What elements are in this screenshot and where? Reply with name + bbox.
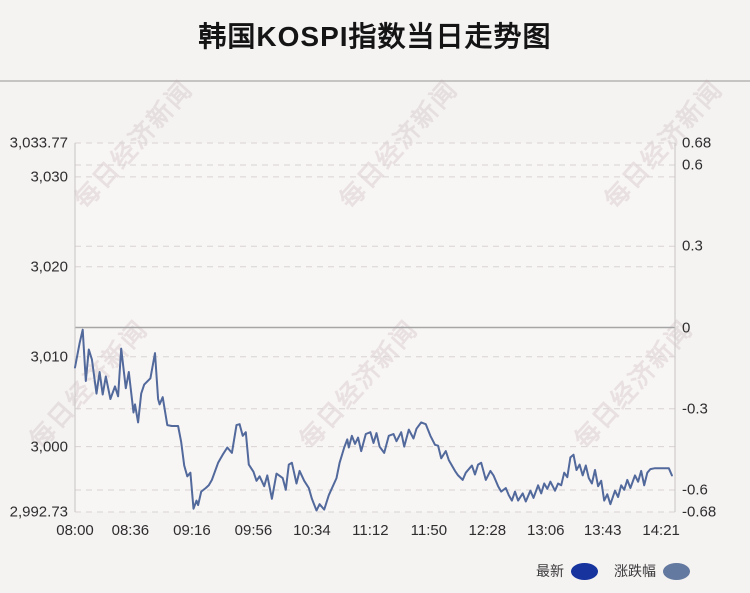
legend-label-change-pct: 涨跌幅 xyxy=(614,563,656,579)
page-title: 韩国KOSPI指数当日走势图 xyxy=(198,21,552,52)
legend-item-change-pct[interactable]: 涨跌幅 xyxy=(614,561,690,581)
legend-item-latest[interactable]: 最新 xyxy=(536,561,598,581)
change-pct-series-marker-icon xyxy=(663,562,690,580)
legend-label-latest: 最新 xyxy=(536,563,564,579)
latest-series-marker-icon xyxy=(571,562,598,580)
chart-legend: 最新 涨跌幅 xyxy=(536,561,690,581)
title-divider xyxy=(0,80,750,82)
latest-price-line xyxy=(74,328,673,512)
